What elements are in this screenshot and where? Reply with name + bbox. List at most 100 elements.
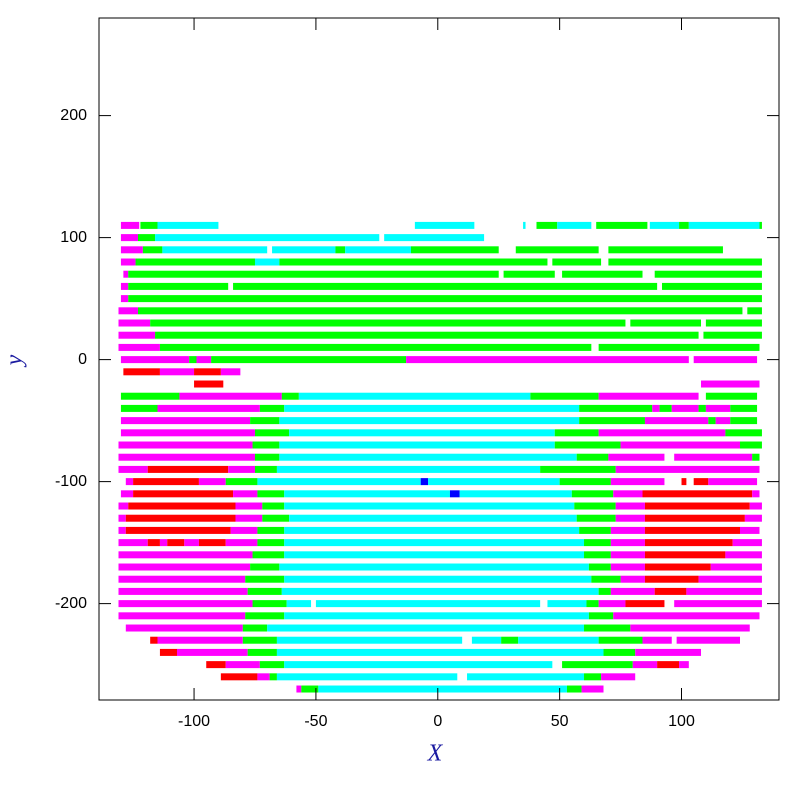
segment bbox=[254, 453, 280, 461]
segment bbox=[752, 453, 760, 461]
segment bbox=[554, 441, 621, 449]
x-tick-label: 100 bbox=[668, 713, 695, 730]
segment bbox=[515, 246, 599, 254]
segment bbox=[125, 624, 243, 632]
segment bbox=[123, 270, 129, 278]
segment bbox=[632, 661, 658, 669]
segment bbox=[459, 490, 572, 498]
segment bbox=[744, 514, 762, 522]
segment bbox=[536, 221, 558, 229]
segment bbox=[194, 380, 224, 388]
segment bbox=[630, 319, 702, 327]
segment bbox=[576, 453, 609, 461]
segment bbox=[613, 490, 643, 498]
segment bbox=[315, 600, 541, 608]
y-tick-label: 100 bbox=[60, 229, 87, 246]
segment bbox=[245, 575, 285, 583]
segment bbox=[610, 551, 645, 559]
segment bbox=[693, 478, 709, 486]
segment bbox=[730, 417, 758, 425]
segment bbox=[257, 539, 285, 547]
segment bbox=[574, 502, 616, 510]
segment bbox=[654, 270, 762, 278]
segment bbox=[254, 465, 277, 473]
segment bbox=[279, 453, 577, 461]
segment bbox=[610, 587, 655, 595]
segment bbox=[250, 417, 280, 425]
segment bbox=[235, 514, 263, 522]
segment bbox=[120, 429, 255, 437]
x-tick-label: -100 bbox=[178, 713, 210, 730]
segment bbox=[674, 453, 753, 461]
segment bbox=[644, 417, 709, 425]
segment bbox=[557, 221, 592, 229]
segment bbox=[118, 575, 246, 583]
segment bbox=[118, 307, 138, 315]
y-axis-label: y bbox=[2, 354, 28, 367]
segment bbox=[157, 404, 260, 412]
segment bbox=[584, 551, 611, 559]
segment bbox=[601, 673, 636, 681]
segment bbox=[118, 514, 126, 522]
segment bbox=[267, 624, 585, 632]
segment bbox=[759, 221, 762, 229]
segment bbox=[579, 417, 645, 425]
segment bbox=[588, 612, 614, 620]
segment bbox=[518, 636, 599, 644]
segment bbox=[725, 429, 762, 437]
segment bbox=[247, 648, 277, 656]
segment bbox=[406, 356, 689, 364]
segment bbox=[242, 636, 277, 644]
segment bbox=[118, 600, 253, 608]
segment bbox=[235, 502, 263, 510]
segment bbox=[137, 307, 743, 315]
segment bbox=[120, 295, 129, 303]
segment bbox=[562, 270, 643, 278]
segment bbox=[118, 343, 160, 351]
segment bbox=[598, 392, 699, 400]
segment bbox=[296, 685, 302, 693]
segment bbox=[598, 587, 611, 595]
segment bbox=[301, 685, 319, 693]
segment bbox=[644, 575, 699, 583]
segment bbox=[254, 429, 290, 437]
segment bbox=[120, 417, 251, 425]
segment bbox=[410, 246, 499, 254]
segment bbox=[584, 539, 611, 547]
segment bbox=[233, 282, 658, 290]
segment bbox=[159, 343, 592, 351]
segment bbox=[276, 648, 604, 656]
segment bbox=[708, 478, 758, 486]
segment bbox=[698, 404, 706, 412]
segment bbox=[284, 526, 580, 534]
segment bbox=[657, 661, 680, 669]
segment bbox=[681, 478, 687, 486]
segment bbox=[598, 600, 626, 608]
segment bbox=[286, 600, 312, 608]
segment bbox=[167, 539, 185, 547]
segment bbox=[584, 624, 631, 632]
segment bbox=[615, 502, 645, 510]
segment bbox=[137, 234, 156, 242]
segment bbox=[554, 429, 599, 437]
segment bbox=[281, 587, 599, 595]
segment bbox=[732, 539, 762, 547]
segment bbox=[120, 356, 190, 364]
segment bbox=[552, 258, 602, 266]
segment bbox=[596, 221, 648, 229]
segment bbox=[598, 429, 726, 437]
segment bbox=[276, 636, 463, 644]
segment bbox=[710, 563, 762, 571]
segment bbox=[530, 392, 599, 400]
segment bbox=[642, 490, 753, 498]
segment bbox=[257, 490, 285, 498]
segment bbox=[157, 636, 243, 644]
segment bbox=[644, 539, 733, 547]
segment bbox=[608, 246, 723, 254]
segment bbox=[284, 490, 450, 498]
segment bbox=[252, 600, 287, 608]
segment bbox=[467, 673, 585, 681]
segment bbox=[147, 465, 229, 473]
segment bbox=[284, 539, 585, 547]
